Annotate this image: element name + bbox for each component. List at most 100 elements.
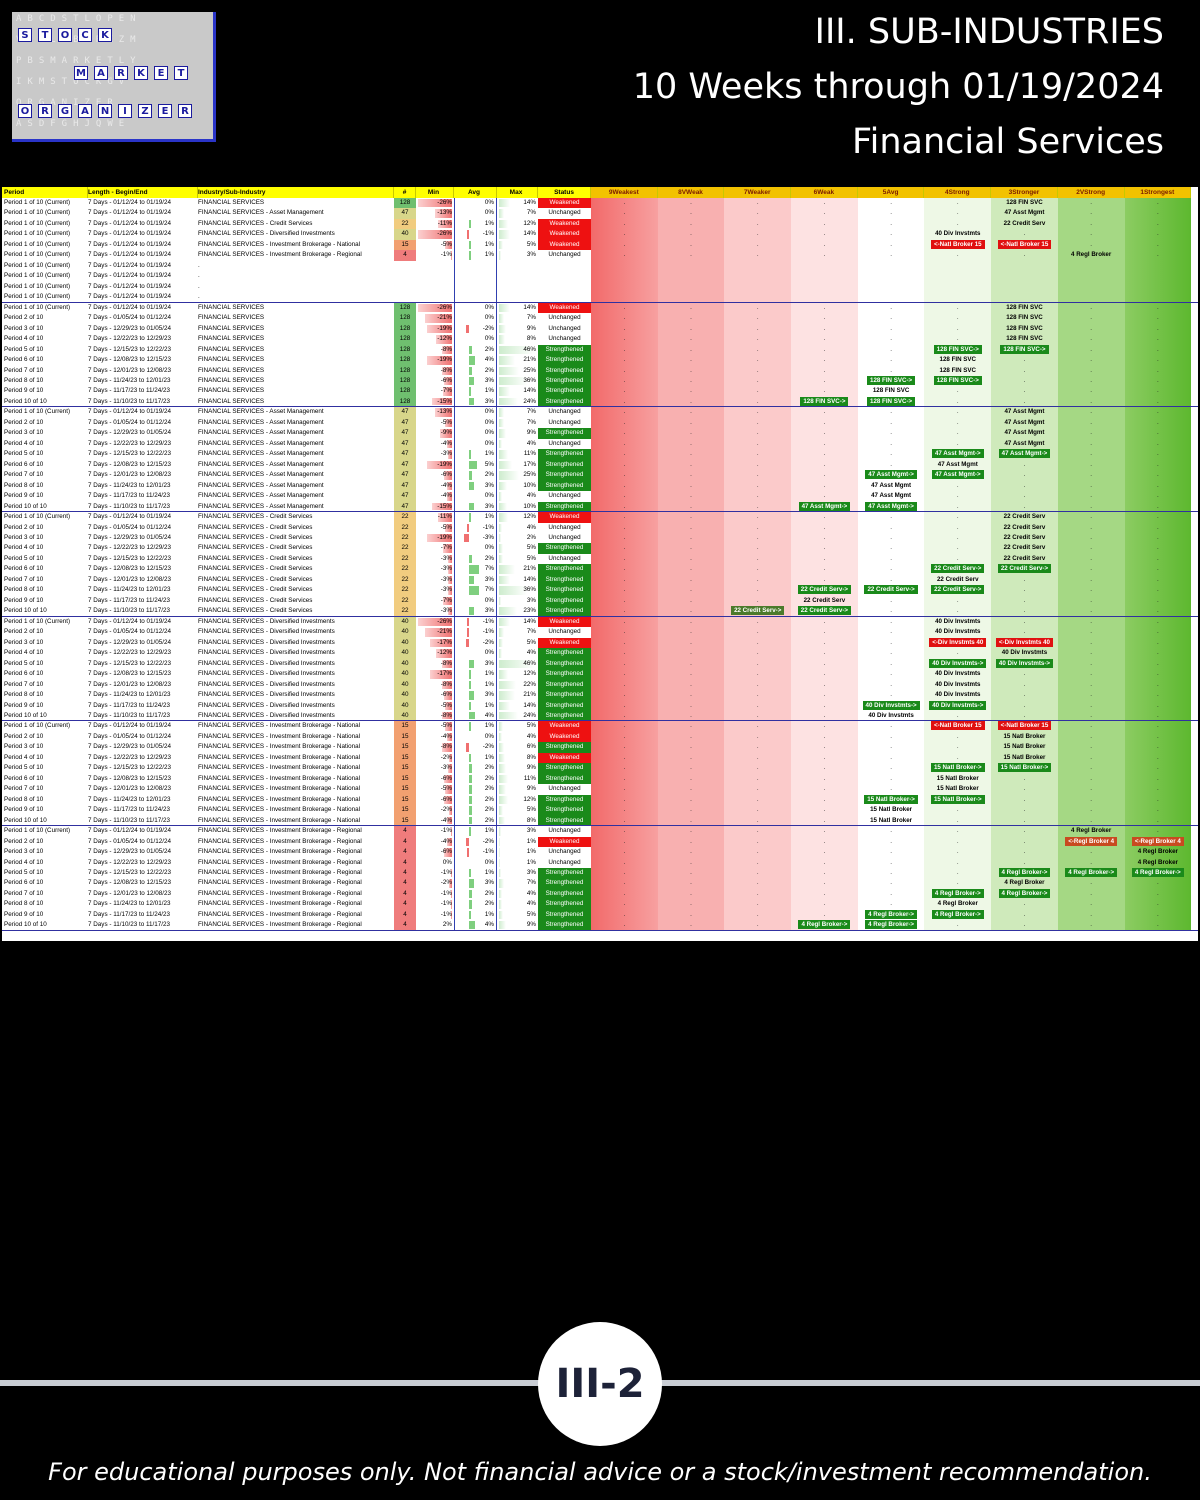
cell-tier-4[interactable]: [924, 260, 992, 272]
cell-tier-1[interactable]: 4 Regl Broker->: [1124, 868, 1192, 879]
cell-tier-6[interactable]: .: [791, 868, 858, 879]
cell-period[interactable]: Period 1 of 10 (Current): [2, 721, 88, 731]
cell-tier-3[interactable]: 47 Asst Mgmt: [991, 438, 1058, 450]
cell-tier-3[interactable]: .: [991, 836, 1058, 848]
cell-tier-4[interactable]: .: [924, 480, 992, 492]
cell-count[interactable]: 47: [394, 438, 416, 450]
cell-tier-9[interactable]: .: [591, 868, 658, 879]
cell-count[interactable]: 47: [394, 491, 416, 502]
cell-tier-8[interactable]: .: [657, 417, 725, 429]
cell-length[interactable]: 7 Days - 12/29/23 to 01/05/24: [88, 742, 198, 752]
cell-count[interactable]: 40: [394, 648, 416, 659]
cell-tier-1[interactable]: .: [1124, 773, 1192, 785]
cell-period[interactable]: Period 9 of 10: [2, 805, 88, 815]
cell-tier-3[interactable]: .: [991, 857, 1058, 868]
cell-tier-9[interactable]: .: [591, 888, 658, 900]
cell-tier-1[interactable]: .: [1124, 616, 1192, 628]
cell-industry[interactable]: FINANCIAL SERVICES - Investment Brokerag…: [198, 763, 394, 773]
cell-status[interactable]: Strengthened: [538, 428, 591, 439]
cell-count[interactable]: 47: [394, 449, 416, 460]
cell-tier-7[interactable]: .: [724, 627, 792, 638]
cell-tier-6[interactable]: .: [791, 375, 858, 387]
cell-tier-9[interactable]: .: [591, 533, 658, 544]
cell-count[interactable]: 40: [394, 669, 416, 680]
cell-tier-4[interactable]: 40 Div Invstmts->: [924, 658, 992, 670]
cell-tier-5[interactable]: .: [857, 302, 925, 314]
cell-tier-1[interactable]: 4 Regl Broker: [1124, 857, 1192, 868]
cell-tier-4[interactable]: [924, 281, 992, 293]
cell-period[interactable]: Period 1 of 10 (Current): [2, 826, 88, 836]
cell-length[interactable]: 7 Days - 11/10/23 to 11/17/23: [88, 711, 198, 720]
cell-min[interactable]: -3%: [416, 554, 454, 564]
cell-tier-5[interactable]: .: [857, 878, 925, 889]
cell-tier-6[interactable]: .: [791, 899, 858, 910]
cell-min[interactable]: -6%: [416, 847, 454, 857]
cell-min[interactable]: -3%: [416, 606, 454, 615]
cell-tier-3[interactable]: 47 Asst Mgmt: [991, 417, 1058, 429]
cell-length[interactable]: 7 Days - 11/10/23 to 11/17/23: [88, 606, 198, 615]
cell-count[interactable]: 128: [394, 396, 416, 407]
cell-tier-9[interactable]: .: [591, 250, 658, 261]
cell-max[interactable]: 1%: [497, 847, 538, 857]
cell-tier-1[interactable]: .: [1124, 669, 1192, 680]
cell-count[interactable]: 4: [394, 899, 416, 910]
cell-industry[interactable]: FINANCIAL SERVICES - Investment Brokerag…: [198, 240, 394, 250]
cell-tier-1[interactable]: .: [1124, 574, 1192, 586]
cell-avg[interactable]: 0%: [454, 491, 497, 502]
cell-tier-8[interactable]: [657, 292, 725, 302]
cell-avg[interactable]: 0%: [454, 313, 497, 324]
cell-status[interactable]: Strengthened: [538, 355, 591, 366]
cell-tier-4[interactable]: .: [924, 438, 992, 450]
cell-tier-3[interactable]: .: [991, 679, 1058, 691]
cell-tier-6[interactable]: .: [791, 742, 858, 753]
cell-tier-4[interactable]: .: [924, 198, 992, 209]
cell-tier-5[interactable]: 47 Asst Mgmt->: [857, 470, 925, 481]
cell-tier-9[interactable]: .: [591, 690, 658, 701]
col-header-max[interactable]: Max: [497, 187, 538, 198]
cell-min[interactable]: -7%: [416, 543, 454, 553]
cell-tier-6[interactable]: .: [791, 700, 858, 711]
cell-tier-5[interactable]: [857, 281, 925, 293]
cell-tier-2[interactable]: .: [1057, 355, 1125, 366]
cell-max[interactable]: [497, 292, 538, 301]
cell-industry[interactable]: FINANCIAL SERVICES - Investment Brokerag…: [198, 742, 394, 752]
cell-tier-2[interactable]: .: [1057, 731, 1125, 743]
cell-tier-7[interactable]: .: [724, 794, 792, 806]
cell-tier-3[interactable]: 22 Credit Serv->: [991, 564, 1058, 575]
cell-max[interactable]: 25%: [497, 366, 538, 376]
cell-tier-8[interactable]: .: [657, 522, 725, 533]
cell-tier-9[interactable]: .: [591, 669, 658, 680]
cell-status[interactable]: Unchanged: [538, 627, 591, 638]
cell-tier-8[interactable]: .: [657, 815, 725, 826]
cell-tier-7[interactable]: .: [724, 847, 792, 858]
cell-industry[interactable]: FINANCIAL SERVICES - Investment Brokerag…: [198, 920, 394, 929]
cell-tier-7[interactable]: .: [724, 731, 792, 743]
cell-length[interactable]: 7 Days - 11/24/23 to 12/01/23: [88, 899, 198, 909]
cell-count[interactable]: 15: [394, 763, 416, 774]
cell-count[interactable]: 47: [394, 501, 416, 512]
cell-tier-3[interactable]: 4 Regl Broker: [991, 878, 1058, 889]
cell-tier-2[interactable]: .: [1057, 784, 1125, 795]
cell-max[interactable]: 12%: [497, 669, 538, 679]
cell-period[interactable]: Period 9 of 10: [2, 910, 88, 920]
cell-tier-4[interactable]: .: [924, 731, 992, 743]
cell-tier-4[interactable]: .: [924, 920, 992, 930]
cell-count[interactable]: 4: [394, 826, 416, 837]
cell-tier-6[interactable]: .: [791, 459, 858, 471]
cell-tier-8[interactable]: [657, 281, 725, 293]
cell-tier-4[interactable]: .: [924, 878, 992, 889]
cell-max[interactable]: 7%: [497, 208, 538, 218]
cell-tier-8[interactable]: .: [657, 899, 725, 910]
cell-period[interactable]: Period 1 of 10 (Current): [2, 240, 88, 250]
cell-tier-2[interactable]: .: [1057, 627, 1125, 638]
cell-tier-3[interactable]: <-Div Invstmts 40: [991, 637, 1058, 649]
cell-status[interactable]: Unchanged: [538, 826, 591, 837]
cell-industry[interactable]: FINANCIAL SERVICES: [198, 334, 394, 344]
cell-period[interactable]: Period 6 of 10: [2, 669, 88, 679]
cell-tier-2[interactable]: .: [1057, 763, 1125, 774]
cell-tier-2[interactable]: .: [1057, 574, 1125, 586]
cell-tier-3[interactable]: 22 Credit Serv: [991, 512, 1058, 523]
cell-tier-9[interactable]: [591, 271, 658, 282]
cell-period[interactable]: Period 7 of 10: [2, 470, 88, 480]
cell-status[interactable]: Unchanged: [538, 553, 591, 565]
